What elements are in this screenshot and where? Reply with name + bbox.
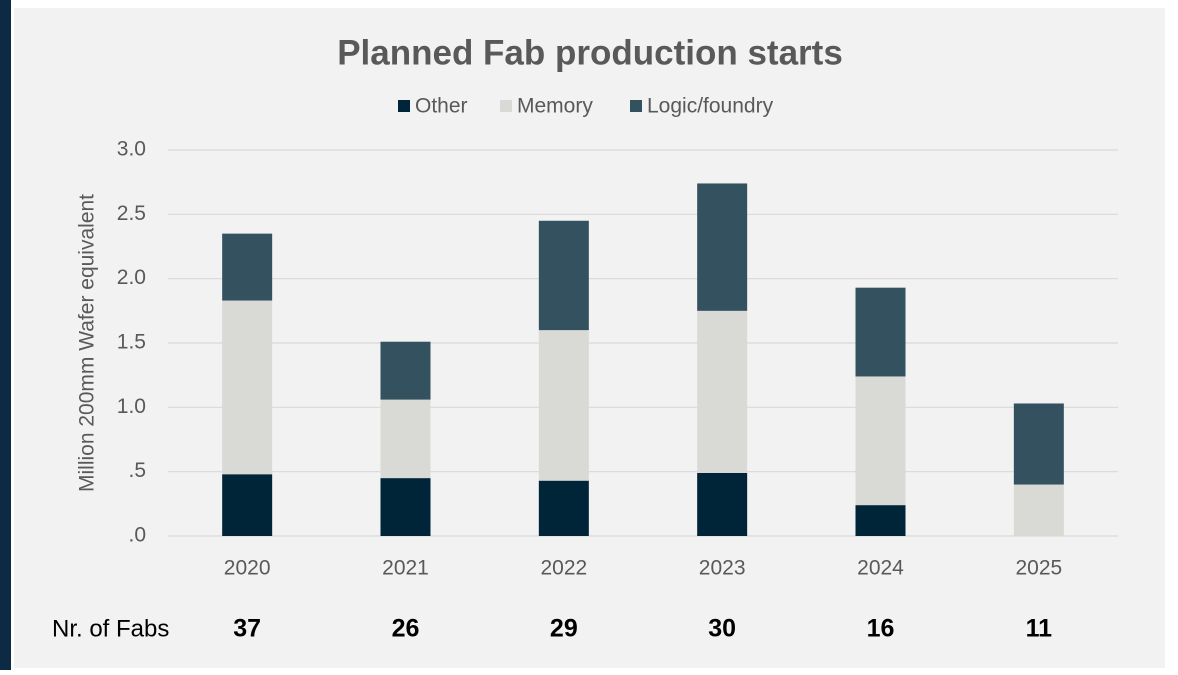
legend-swatch (500, 100, 512, 112)
fab-count: 26 (392, 615, 420, 643)
legend-label: Other (415, 95, 468, 118)
y-tick-label: .0 (128, 524, 146, 547)
bar-segment (855, 376, 906, 506)
x-tick-label: 2022 (540, 557, 587, 580)
bar-segment (222, 300, 273, 475)
bar-segment (380, 341, 431, 400)
bar-segment (697, 472, 748, 536)
bar-segment (222, 233, 273, 301)
legend-swatch (630, 100, 642, 112)
y-tick-label: 2.0 (117, 266, 146, 289)
bar-segment (855, 287, 906, 377)
fab-count: 30 (708, 615, 736, 643)
bar-segment (538, 480, 589, 536)
bar-segment (855, 505, 906, 536)
y-tick-label: 2.5 (117, 202, 146, 225)
bar-segment (697, 310, 748, 473)
y-tick-label: .5 (128, 459, 146, 482)
legend-label: Memory (517, 95, 593, 118)
panel (14, 8, 1165, 668)
bar-segment (380, 478, 431, 536)
bar-segment (222, 474, 273, 536)
bar-segment (380, 399, 431, 479)
y-tick-label: 1.0 (117, 395, 146, 418)
fabs-label: Nr. of Fabs (52, 615, 169, 642)
bar-segment (1013, 403, 1064, 485)
fab-count: 29 (550, 615, 578, 643)
fab-count: 16 (867, 615, 895, 643)
fab-count: 11 (1026, 615, 1053, 643)
chart-title: Planned Fab production starts (337, 33, 843, 72)
x-tick-label: 2025 (1015, 557, 1062, 580)
x-tick-label: 2020 (224, 557, 271, 580)
fab-count: 37 (233, 615, 261, 643)
y-tick-label: 1.5 (117, 331, 146, 354)
bar-segment (697, 183, 748, 311)
y-tick-label: 3.0 (117, 138, 146, 161)
bar-segment (538, 220, 589, 331)
x-tick-label: 2021 (382, 557, 429, 580)
x-tick-label: 2023 (699, 557, 746, 580)
y-axis-label: Million 200mm Wafer equivalent (76, 194, 99, 492)
legend-label: Logic/foundry (647, 95, 774, 118)
side-strip (0, 0, 11, 670)
bar-segment (1013, 484, 1064, 536)
bar-segment (538, 330, 589, 481)
legend-swatch (398, 100, 410, 112)
x-tick-label: 2024 (857, 557, 904, 580)
